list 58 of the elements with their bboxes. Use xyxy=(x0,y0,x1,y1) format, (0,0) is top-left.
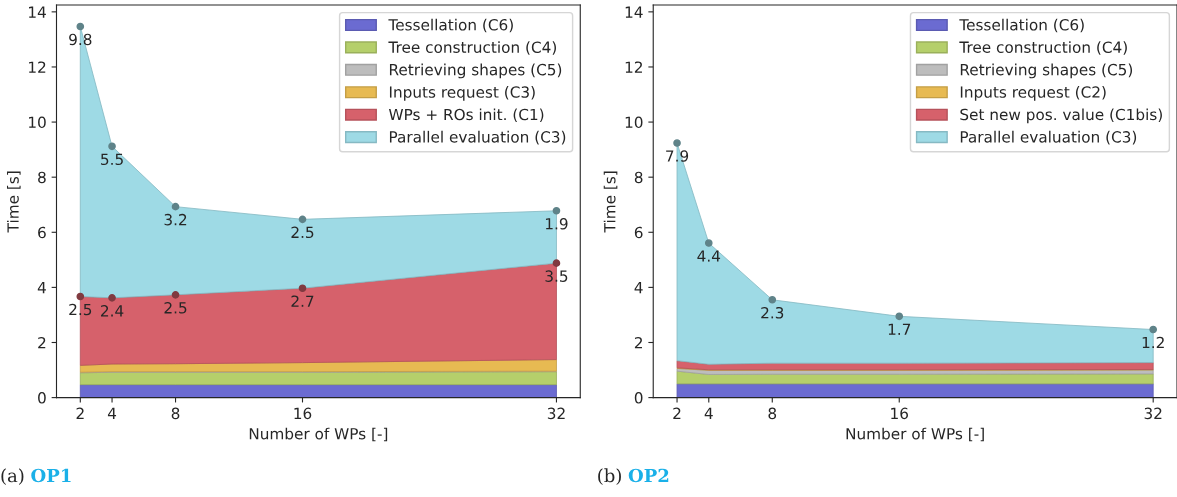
y-tick-label: 14 xyxy=(625,6,643,18)
legend-label: Inputs request (C3) xyxy=(389,86,535,101)
data-label: 7.9 xyxy=(666,150,689,162)
text: (a) OP1 xyxy=(1,468,71,485)
legend-label: Inputs request (C2) xyxy=(960,86,1106,101)
y-tick-label: 0 xyxy=(38,392,46,404)
legend-label: Parallel evaluation (C3) xyxy=(389,130,566,145)
x-tick-label: 32 xyxy=(1144,407,1162,420)
data-label: 2.5 xyxy=(69,303,92,316)
y-tick-label: 2 xyxy=(634,336,642,349)
legend-label: Tessellation (C6) xyxy=(388,18,513,33)
x-tick-label: 16 xyxy=(294,407,312,420)
data-label: 1.7 xyxy=(888,323,911,335)
data-label: 9.8 xyxy=(69,33,92,46)
x-tick-label: 8 xyxy=(768,407,777,420)
y-tick-label: 0 xyxy=(634,392,643,404)
legend-label: Tessellation (C6) xyxy=(959,18,1084,33)
y-tick-label: 8 xyxy=(634,171,643,184)
y-tick-label: 6 xyxy=(634,226,643,239)
y-tick-label: 10 xyxy=(29,116,46,129)
data-label: 1.9 xyxy=(545,218,568,230)
legend-label: Parallel evaluation (C3) xyxy=(960,130,1137,145)
y-tick-label: 4 xyxy=(37,282,46,294)
y-tick-label: 14 xyxy=(29,6,46,18)
x-tick-label: 2 xyxy=(76,407,84,419)
y-axis-title: Time [s] xyxy=(6,171,21,233)
data-label: 1.2 xyxy=(1142,336,1164,349)
y-tick-label: 4 xyxy=(634,282,643,294)
x-tick-label: 2 xyxy=(673,407,681,419)
legend-label: Tree construction (C4) xyxy=(959,41,1127,55)
legend-label: Tree construction (C4) xyxy=(388,41,556,55)
data-label: 2.7 xyxy=(291,295,314,307)
data-label: 5.5 xyxy=(101,153,123,166)
data-label: 2.4 xyxy=(101,305,124,317)
y-tick-label: 6 xyxy=(38,226,46,239)
x-tick-label: 4 xyxy=(704,407,713,419)
y-tick-label: 8 xyxy=(38,171,46,184)
x-axis-title: Number of WPs [-] xyxy=(249,427,388,442)
data-label: 4.4 xyxy=(697,250,721,262)
y-tick-label: 12 xyxy=(625,61,642,73)
data-label: 3.2 xyxy=(164,213,187,226)
data-label: 2.3 xyxy=(761,307,784,319)
legend-label: Retrieving shapes (C5) xyxy=(960,63,1133,79)
y-tick-label: 2 xyxy=(38,336,46,349)
x-tick-label: 32 xyxy=(547,407,565,420)
text: (b) OP2 xyxy=(598,468,669,485)
y-tick-label: 10 xyxy=(625,116,643,129)
data-label: 2.5 xyxy=(164,302,187,314)
y-tick-label: 12 xyxy=(29,61,46,73)
legend-label: Set new pos. value (C1bis) xyxy=(960,108,1162,124)
legend-label: Retrieving shapes (C5) xyxy=(389,63,562,79)
x-tick-label: 16 xyxy=(891,407,908,420)
x-tick-label: 8 xyxy=(171,407,180,420)
x-tick-label: 4 xyxy=(107,407,117,419)
legend-label: WPs + ROs init. (C1) xyxy=(388,108,544,123)
y-axis-title: Time [s] xyxy=(603,171,618,233)
x-axis-title: Number of WPs [-] xyxy=(846,427,984,442)
data-label: 2.5 xyxy=(291,226,314,239)
